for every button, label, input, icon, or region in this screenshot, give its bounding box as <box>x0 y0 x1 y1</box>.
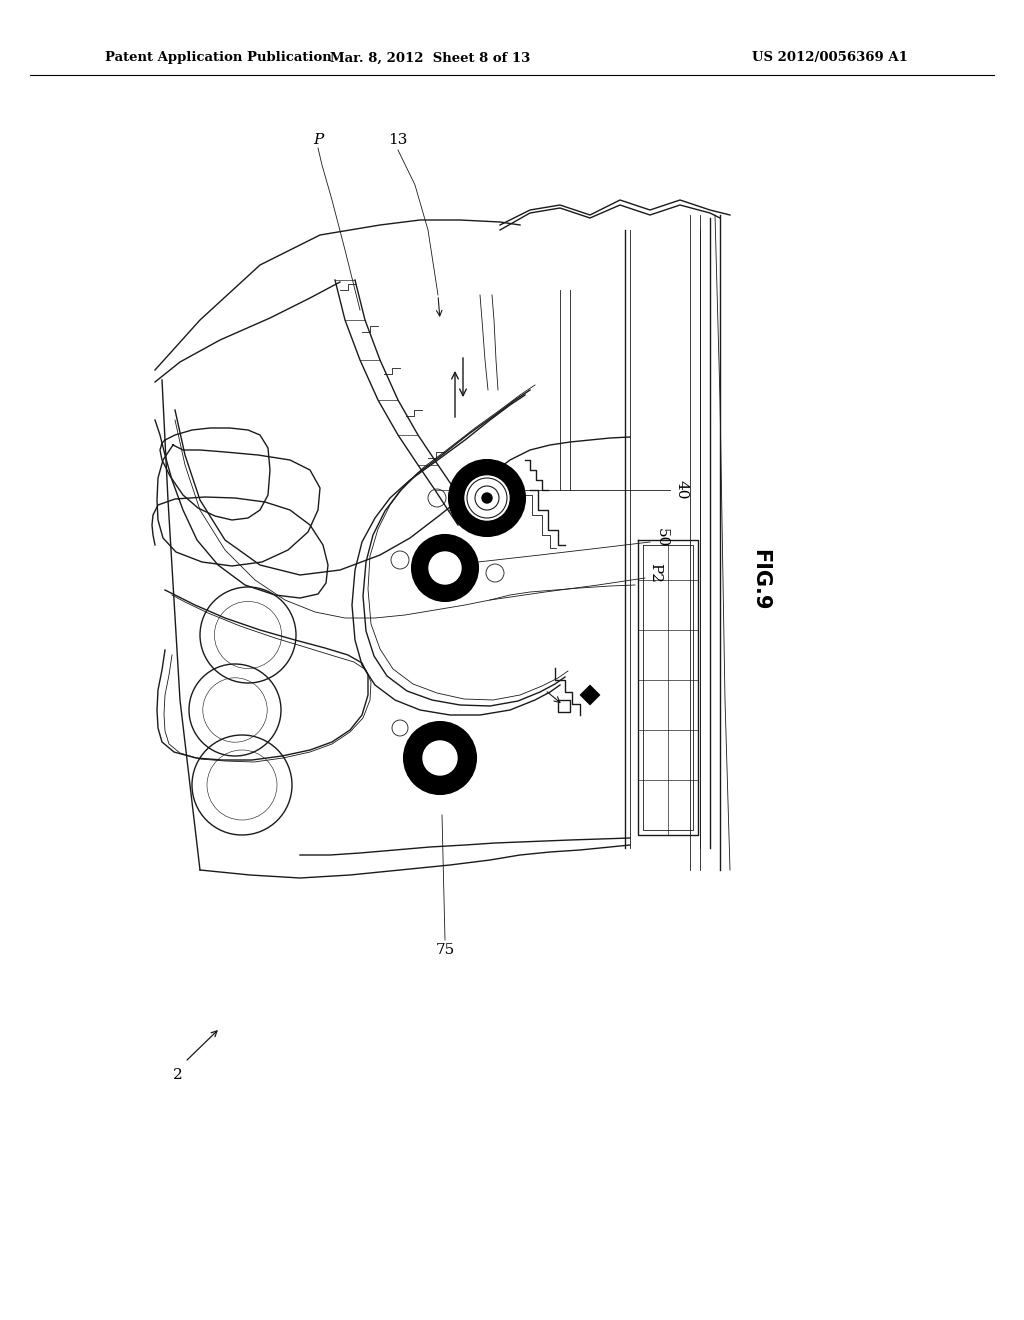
Text: Mar. 8, 2012  Sheet 8 of 13: Mar. 8, 2012 Sheet 8 of 13 <box>330 51 530 65</box>
Text: 40: 40 <box>675 480 689 500</box>
Text: 13: 13 <box>388 133 408 147</box>
Bar <box>558 700 570 711</box>
Circle shape <box>449 459 525 536</box>
Circle shape <box>429 552 461 583</box>
Text: 2: 2 <box>173 1068 183 1082</box>
Circle shape <box>423 741 457 775</box>
Text: Patent Application Publication: Patent Application Publication <box>105 51 332 65</box>
Text: 75: 75 <box>435 942 455 957</box>
Circle shape <box>412 535 478 601</box>
Circle shape <box>482 492 492 503</box>
Text: P2: P2 <box>648 564 662 583</box>
Polygon shape <box>580 685 600 705</box>
Text: US 2012/0056369 A1: US 2012/0056369 A1 <box>752 51 908 65</box>
Text: 50: 50 <box>655 528 669 548</box>
Circle shape <box>404 722 476 795</box>
Text: FIG.9: FIG.9 <box>750 549 770 611</box>
Text: P: P <box>313 133 324 147</box>
Circle shape <box>465 477 509 520</box>
